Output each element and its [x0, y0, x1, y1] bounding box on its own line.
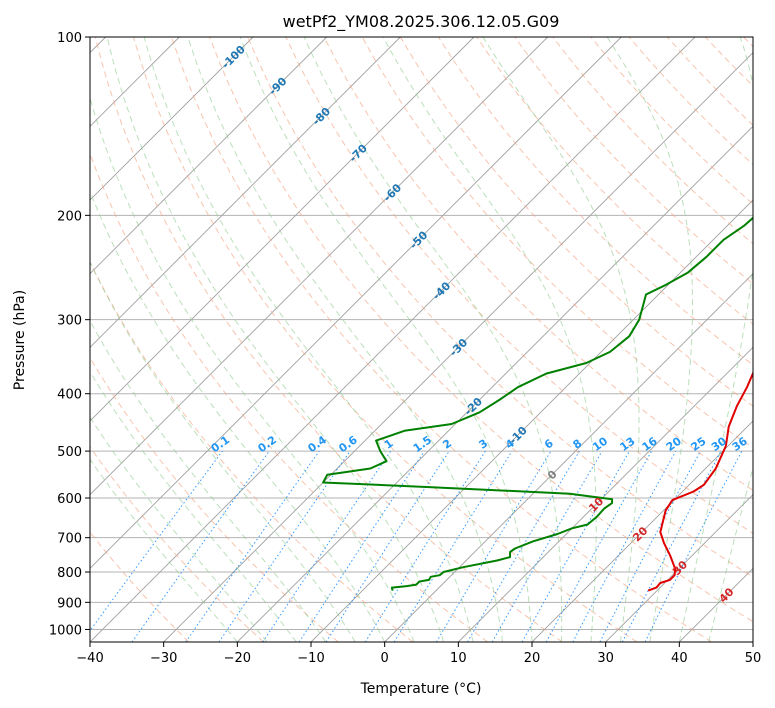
mixing-ratio-line — [131, 450, 270, 642]
y-axis: 100 200 300 400 500 600 700 800 900 1000 — [49, 31, 90, 638]
moist-adiabat-line — [106, 37, 445, 642]
moist-adiabat-line — [606, 37, 693, 642]
dry-adiabat-line — [171, 37, 712, 642]
x-tick-label: 40 — [671, 651, 688, 666]
isotherm-line — [90, 37, 475, 422]
dry-adiabat-line — [247, 37, 753, 578]
mixing-ratio-line — [325, 450, 450, 642]
moist-adiabat-line — [90, 458, 238, 642]
y-tick-label: 200 — [57, 209, 82, 224]
dry-adiabat-line — [323, 37, 753, 491]
y-axis-label: Pressure (hPa) — [12, 290, 28, 390]
moist-adiabat-line — [678, 37, 753, 642]
x-tick-label: −20 — [224, 651, 251, 666]
dry-adiabat-line — [90, 356, 339, 642]
moist-adiabat-line — [187, 37, 503, 642]
isotherm-line — [90, 37, 254, 201]
isotherm-line — [90, 37, 327, 275]
dry-adiabat-line — [476, 37, 753, 325]
mixing-ratio-line — [393, 450, 513, 642]
moist-adiabat-line — [303, 37, 563, 642]
y-tick-label: 100 — [57, 31, 82, 46]
mixing-ratio-line — [298, 450, 425, 642]
isotherm-line — [90, 37, 696, 642]
dry-adiabat-line — [209, 37, 753, 623]
isotherm-line — [458, 346, 753, 642]
x-axis: −40 −30 −20 −10 0 10 20 30 40 50 — [76, 642, 761, 666]
x-axis-label: Temperature (°C) — [360, 681, 482, 697]
mixing-ratio-line — [644, 450, 743, 642]
dry-adiabat-line — [285, 37, 753, 535]
moist-adiabat-line — [90, 260, 356, 642]
mixing-ratio-line — [572, 450, 677, 642]
moist-adiabat-line — [90, 416, 268, 642]
x-tick-label: −30 — [150, 651, 177, 666]
moist-adiabat-line — [143, 37, 474, 642]
mixing-ratio-line — [218, 450, 351, 642]
x-tick-label: 50 — [745, 651, 762, 666]
mixing-ratio-line — [545, 450, 653, 642]
x-tick-label: −40 — [76, 651, 103, 666]
y-tick-label: 600 — [57, 492, 82, 507]
x-tick-label: 0 — [381, 651, 389, 666]
isotherm-line — [90, 37, 401, 348]
y-tick-label: 1000 — [49, 623, 82, 638]
mixing-ratio-line — [521, 450, 630, 642]
dewpoint-profile-line — [322, 216, 753, 591]
temperature-profile-line — [647, 370, 753, 592]
isotherm-line — [752, 641, 753, 642]
plot-frame — [89, 36, 754, 643]
moist-adiabat-line — [708, 465, 753, 642]
mixing-ratio-line — [185, 450, 320, 642]
isotherm-line — [384, 273, 753, 642]
isotherm-line — [531, 420, 753, 642]
y-tick-label: 700 — [57, 532, 82, 547]
y-tick-label: 900 — [57, 596, 82, 611]
moist-adiabat-line — [482, 37, 640, 642]
moist-adiabat-line — [239, 37, 533, 642]
moist-adiabat-line — [382, 37, 597, 642]
isotherm-line — [237, 125, 753, 642]
mixing-ratio-line — [262, 450, 392, 642]
moist-adiabat-line — [90, 189, 386, 642]
isotherm-line — [605, 494, 753, 642]
y-tick-label: 500 — [57, 445, 82, 460]
x-tick-label: 20 — [524, 651, 541, 666]
mixing-ratio-line — [90, 450, 223, 632]
x-tick-label: 30 — [597, 651, 614, 666]
isotherm-line — [90, 37, 548, 496]
plot-area — [90, 37, 753, 642]
y-tick-label: 300 — [57, 314, 82, 329]
moist-adiabat-line — [90, 319, 327, 642]
chart-lines — [90, 37, 753, 642]
isotherm-line — [163, 52, 753, 642]
chart-title: wetPf2_YM08.2025.306.12.05.G09 — [283, 12, 560, 32]
dry-adiabat-line — [514, 37, 753, 285]
dry-adiabat-line — [94, 37, 563, 642]
moist-adiabat-line — [90, 370, 297, 642]
y-tick-label: 800 — [57, 566, 82, 581]
x-tick-label: −10 — [297, 651, 324, 666]
y-tick-label: 400 — [57, 388, 82, 403]
dry-adiabat-line — [90, 446, 264, 642]
isotherm-line — [90, 37, 622, 569]
moist-adiabat-line — [90, 96, 415, 642]
x-tick-label: 10 — [450, 651, 467, 666]
